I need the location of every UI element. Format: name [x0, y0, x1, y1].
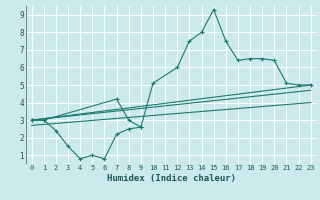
X-axis label: Humidex (Indice chaleur): Humidex (Indice chaleur) [107, 174, 236, 183]
